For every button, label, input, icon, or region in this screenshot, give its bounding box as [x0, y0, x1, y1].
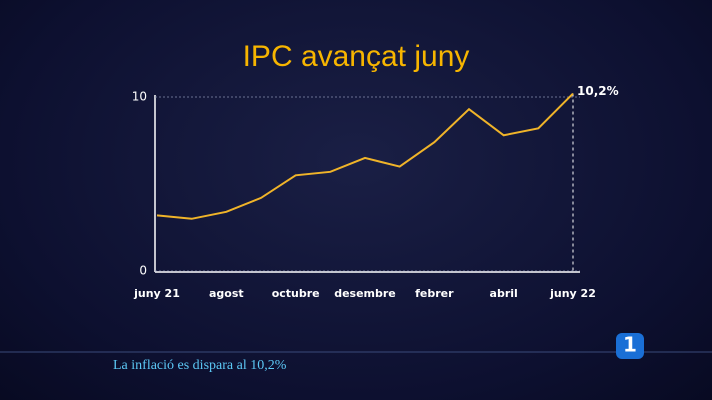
chart-title: IPC avançat juny [243, 40, 470, 73]
channel-logo-bg [616, 333, 644, 359]
x-tick-label: juny 22 [549, 287, 596, 300]
x-tick-label: octubre [272, 287, 320, 300]
y-tick-label: 0 [139, 264, 147, 278]
x-tick-label: agost [209, 287, 244, 300]
data-line [156, 92, 574, 220]
x-tick-label: febrer [415, 287, 454, 300]
y-tick-label: 10 [132, 90, 147, 104]
x-tick-label: juny 21 [133, 287, 180, 300]
x-tick-label: desembre [334, 287, 396, 300]
channel-logo: 1 [623, 333, 637, 357]
value-label: 10,2% [577, 84, 619, 98]
caption: La inflació es dispara al 10,2% [113, 358, 287, 373]
x-tick-label: abril [490, 287, 518, 300]
